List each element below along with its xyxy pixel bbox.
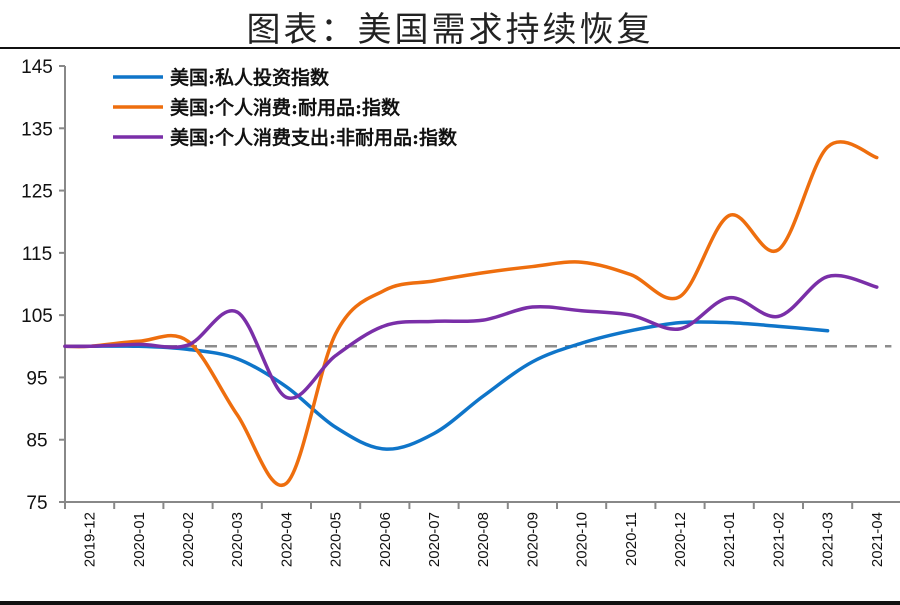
y-tick-label: 85: [26, 431, 47, 452]
chart-title: 图表：美国需求持续恢复: [246, 10, 654, 50]
legend-label-2: 美国:个人消费:耐用品:指数: [170, 96, 401, 119]
x-tick-label: 2020-03: [229, 512, 246, 567]
y-tick-label: 105: [21, 306, 53, 327]
bottom-border: [0, 601, 900, 605]
x-tick-label: 2021-03: [820, 512, 837, 567]
x-tick-label: 2021-01: [721, 512, 738, 567]
y-tick-label: 125: [21, 182, 53, 203]
legend-label-3: 美国:个人消费支出:非耐用品:指数: [170, 126, 458, 149]
x-tick-label: 2020-02: [180, 512, 197, 567]
x-tick-label: 2020-05: [328, 512, 345, 567]
series-line-2: [63, 140, 879, 488]
x-tick-label: 2020-10: [574, 512, 591, 567]
y-tick-label: 115: [22, 244, 52, 265]
x-tick-label: 2020-07: [426, 512, 443, 567]
y-tick-label: 95: [26, 368, 47, 389]
series-line-3: [63, 273, 879, 400]
y-tick-label: 145: [21, 57, 53, 78]
x-tick-label: 2020-01: [131, 512, 148, 567]
x-tick-label: 2020-09: [524, 512, 541, 567]
title-divider: [0, 47, 900, 49]
x-tick-label: 2020-11: [623, 512, 640, 566]
x-tick-label: 2020-08: [475, 512, 492, 567]
x-tick-label: 2020-04: [278, 512, 295, 567]
series-line-1: [63, 320, 830, 451]
x-tick-label: 2020-12: [672, 512, 689, 567]
x-tick-label: 2021-02: [770, 512, 787, 567]
x-tick-label: 2021-04: [869, 512, 886, 567]
y-tick-label: 75: [26, 493, 47, 514]
y-tick-label: 135: [21, 119, 53, 140]
x-tick-label: 2019-12: [82, 512, 99, 567]
legend-label-1: 美国:私人投资指数: [170, 66, 330, 89]
x-tick-label: 2020-06: [377, 512, 394, 567]
